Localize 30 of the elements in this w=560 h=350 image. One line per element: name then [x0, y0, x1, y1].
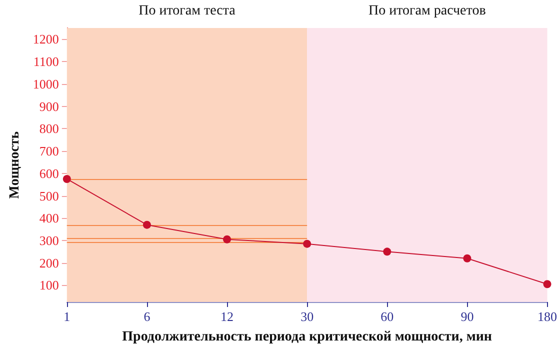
y-tick-label: 1200 — [32, 32, 59, 47]
point — [383, 248, 392, 256]
x-tick-label: 180 — [538, 309, 557, 324]
y-tick-label: 1100 — [33, 54, 59, 70]
point — [463, 254, 472, 262]
y-axis-title: Мощность — [8, 130, 22, 199]
y-tick-label: 200 — [39, 255, 59, 270]
point — [543, 280, 552, 288]
x-tick-label: 60 — [380, 309, 394, 324]
band-label: По итогам расчетов — [368, 4, 486, 18]
point — [303, 240, 312, 248]
band-label: По итогам теста — [138, 4, 236, 18]
y-tick-label: 300 — [39, 232, 59, 248]
y-tick-label: 500 — [39, 188, 59, 204]
point — [62, 174, 71, 183]
x-axis-title: Продолжительность периода критической мощности, мин — [122, 330, 492, 344]
x-tick-label: 12 — [220, 309, 234, 324]
y-tick-label: 400 — [39, 210, 59, 226]
y-tick-label: 600 — [39, 166, 59, 181]
point — [223, 235, 232, 244]
x-tick-label: 6 — [144, 309, 151, 324]
y-tick-label: 700 — [39, 144, 59, 159]
y-tick-label: 1000 — [32, 76, 59, 92]
point — [142, 220, 151, 229]
y-tick-label: 100 — [39, 278, 59, 293]
x-tick-label: 1 — [64, 309, 70, 324]
x-tick-label: 90 — [460, 309, 474, 324]
x-tick-label: 30 — [300, 309, 314, 324]
y-tick-label: 800 — [39, 121, 59, 136]
y-tick-label: 900 — [39, 98, 59, 114]
